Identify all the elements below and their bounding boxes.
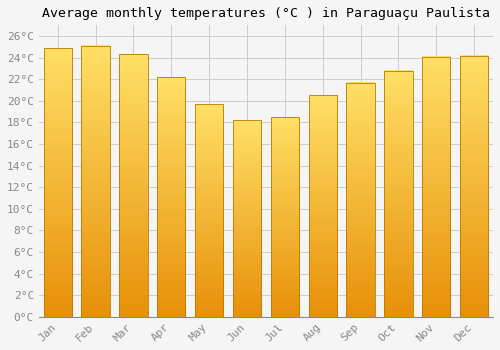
Bar bbox=[460, 56, 488, 317]
Bar bbox=[44, 48, 72, 317]
Bar bbox=[384, 71, 412, 317]
Bar bbox=[422, 57, 450, 317]
Bar bbox=[233, 120, 261, 317]
Bar bbox=[157, 77, 186, 317]
Bar bbox=[119, 55, 148, 317]
Bar bbox=[195, 104, 224, 317]
Bar bbox=[308, 96, 337, 317]
Bar bbox=[270, 117, 299, 317]
Bar bbox=[346, 83, 375, 317]
Title: Average monthly temperatures (°C ) in Paraguaçu Paulista: Average monthly temperatures (°C ) in Pa… bbox=[42, 7, 490, 20]
Bar bbox=[82, 46, 110, 317]
